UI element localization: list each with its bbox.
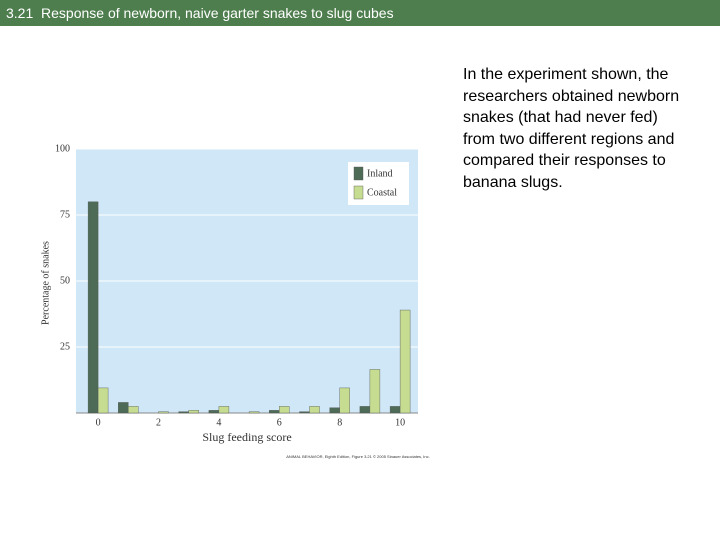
y-tick-label: 50 — [60, 275, 70, 286]
legend-swatch — [353, 185, 364, 200]
bar — [279, 406, 290, 414]
x-tick-label: 4 — [216, 417, 221, 428]
bar — [369, 369, 381, 414]
body-text: In the experiment shown, the researchers… — [463, 66, 680, 191]
y-tick-label: 100 — [55, 143, 70, 154]
x-tick-label: 6 — [277, 417, 282, 428]
x-tick-label: 10 — [395, 417, 405, 428]
bar — [248, 411, 260, 414]
y-axis-label: Percentage of snakes — [40, 241, 51, 325]
y-tick-label: 25 — [60, 341, 70, 352]
legend-swatch — [353, 166, 364, 181]
bar — [178, 411, 189, 414]
bar — [299, 411, 310, 414]
bar — [329, 407, 340, 414]
bar — [87, 201, 99, 414]
bar — [118, 402, 129, 414]
bar — [359, 406, 371, 414]
x-tick-label: 8 — [337, 417, 342, 428]
y-tick-label: 75 — [60, 209, 70, 220]
chart: Percentage of snakes Slug feeding score … — [40, 143, 429, 459]
bar — [158, 411, 169, 414]
bar — [399, 309, 411, 414]
bar — [339, 387, 350, 414]
bar — [389, 406, 401, 414]
bar — [218, 406, 230, 414]
bar — [309, 406, 320, 414]
bar — [208, 410, 220, 414]
x-tick-label: 2 — [156, 417, 161, 428]
x-tick-label: 0 — [96, 417, 101, 428]
legend-label: Inland — [367, 168, 393, 179]
bar — [128, 406, 139, 414]
bar — [269, 410, 280, 414]
bar — [97, 387, 109, 414]
figure-credit: ANIMAL BEHAVIOR, Eighth Edition, Figure … — [286, 454, 429, 459]
slide-header: 3.21 Response of newborn, naive garter s… — [0, 0, 720, 26]
bar — [188, 410, 199, 414]
legend-label: Coastal — [367, 187, 397, 198]
x-axis-label: Slug feeding score — [202, 430, 291, 444]
